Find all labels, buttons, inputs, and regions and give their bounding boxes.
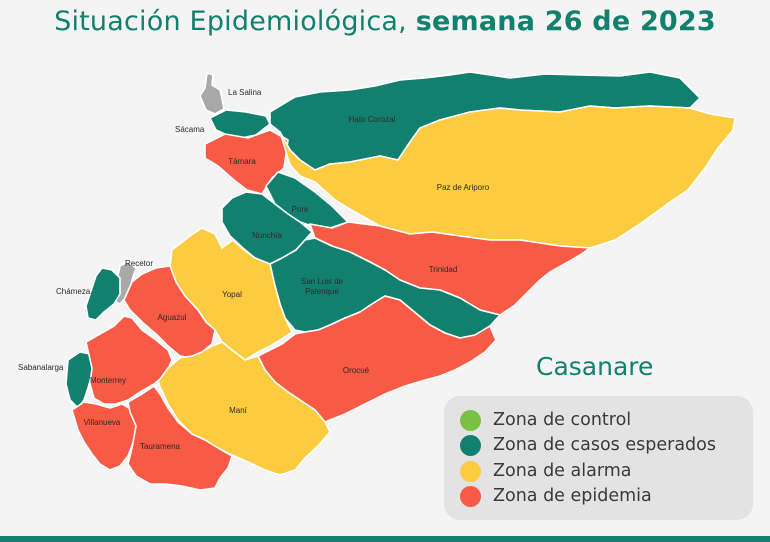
region-sabanalarga [65, 351, 97, 409]
label-sacama: Sácama [175, 125, 205, 134]
region-la-salina [199, 72, 225, 115]
label-la-salina: La Salina [228, 88, 262, 97]
label-yopal: Yopal [222, 290, 242, 299]
legend-swatch-epidemia [460, 485, 481, 507]
legend-item-epidemia: Zona de epidemia [460, 485, 652, 507]
label-aguazul: Aguazul [158, 313, 187, 322]
label-pore: Pore [292, 205, 309, 214]
legend-swatch-alarma [460, 460, 481, 482]
legend-swatch-control [460, 409, 481, 431]
legend-item-control: Zona de control [460, 409, 631, 431]
label-recetor: Recetor [125, 259, 153, 268]
legend-label-alarma: Zona de alarma [493, 461, 632, 481]
label-paz-de-ariporo: Paz de Ariporo [437, 183, 490, 192]
label-sabanalarga: Sabanalarga [18, 363, 64, 372]
title-normal: Situación Epidemiológica, [54, 6, 416, 37]
region-tauramena [127, 385, 233, 491]
bottom-bar [0, 536, 770, 542]
label-monterrey: Monterrey [90, 376, 126, 385]
label-villanueva: Villanueva [84, 418, 121, 427]
legend-item-esperados: Zona de casos esperados [460, 434, 716, 456]
legend: Zona de control Zona de casos esperados … [444, 396, 753, 520]
label-nunchia: Nunchía [252, 231, 282, 240]
legend-item-alarma: Zona de alarma [460, 460, 631, 482]
label-trinidad: Trinidad [429, 265, 458, 274]
region-aguazul [123, 265, 216, 359]
legend-label-epidemia: Zona de epidemia [493, 486, 652, 506]
label-hato-corozal: Hato Corozal [349, 115, 396, 124]
region-villanueva [71, 401, 137, 471]
title-bold: semana 26 de 2023 [415, 6, 716, 37]
legend-label-control: Zona de control [493, 410, 632, 430]
label-tauramena: Tauramena [140, 442, 181, 451]
legend-swatch-esperados [460, 434, 481, 456]
label-chameza: Chámeza [56, 287, 91, 296]
label-tamara: Támara [228, 157, 256, 166]
label-orocue: Orocué [343, 366, 370, 375]
label-mani: Maní [229, 406, 248, 415]
label-san-luis-de-palenque: San Luis de Palenque [301, 277, 344, 296]
map-title: Situación Epidemiológica, semana 26 de 2… [0, 6, 770, 37]
region-chameza [85, 267, 121, 321]
department-name: Casanare [536, 352, 654, 381]
legend-label-esperados: Zona de casos esperados [493, 435, 716, 455]
